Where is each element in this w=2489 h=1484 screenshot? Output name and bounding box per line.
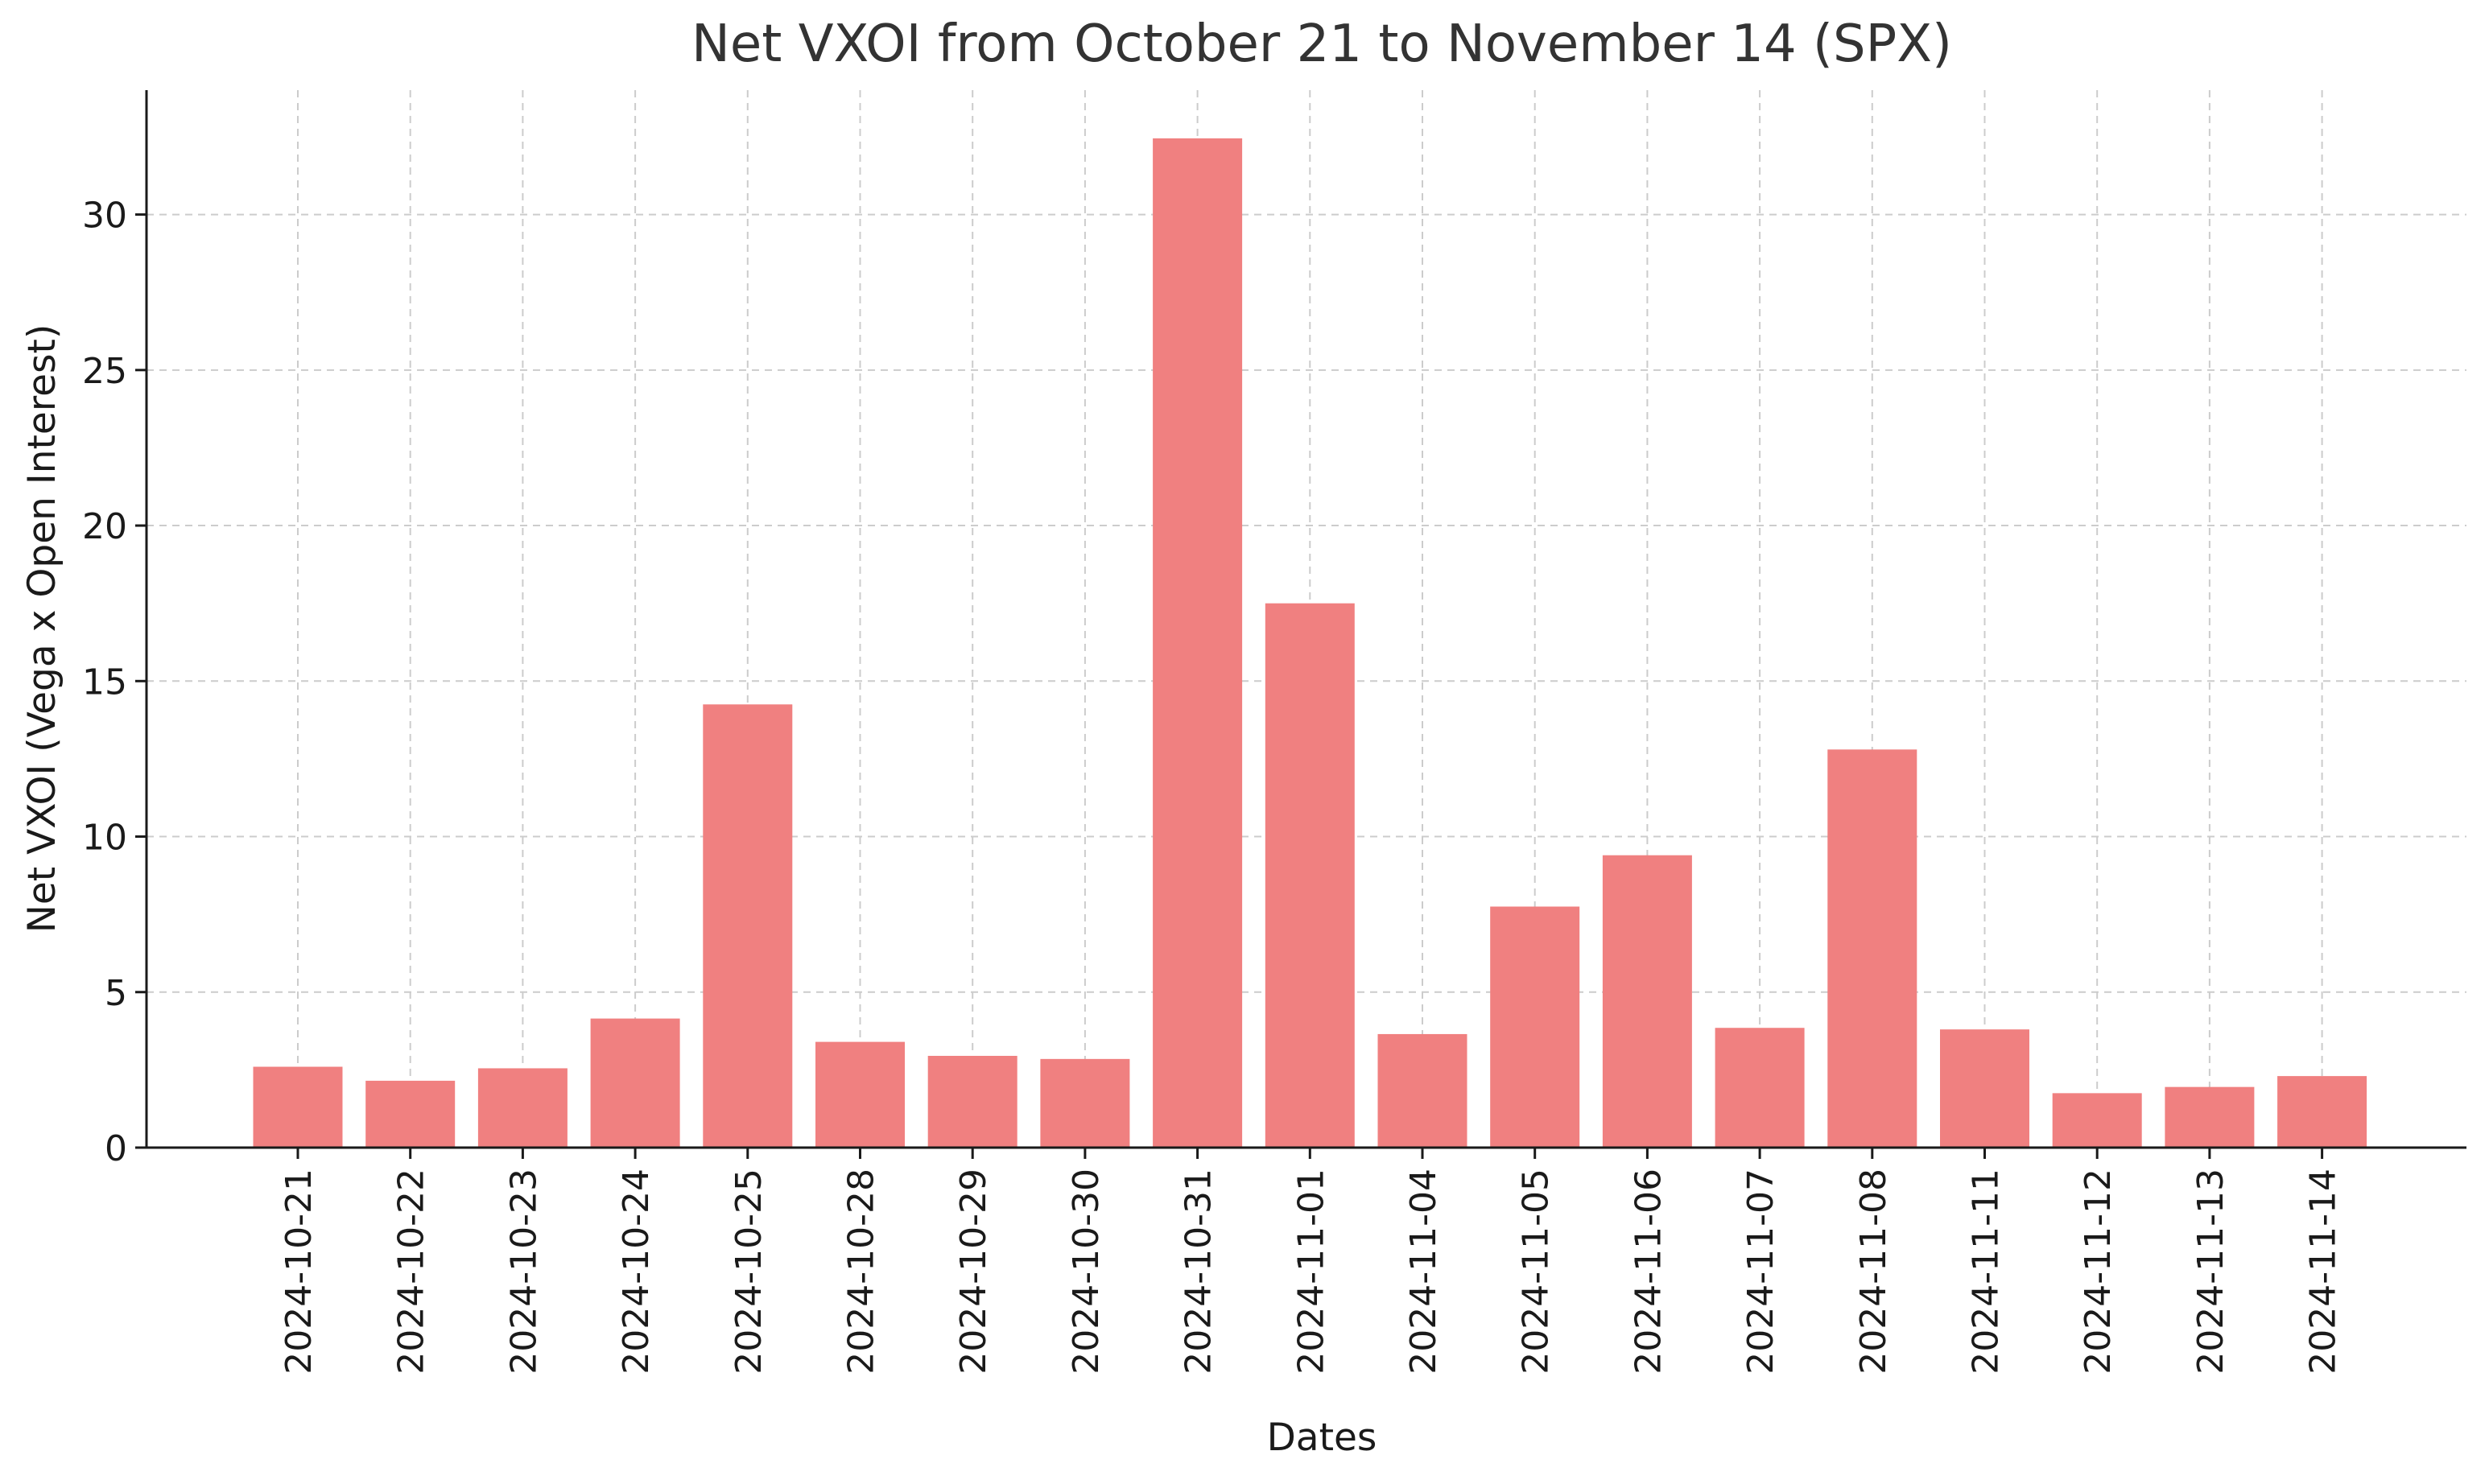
bar-2024-10-24 bbox=[590, 1018, 680, 1148]
x-tick-label: 2024-10-29 bbox=[953, 1169, 994, 1375]
bar-2024-10-29 bbox=[927, 1055, 1017, 1148]
y-tick-label: 5 bbox=[105, 973, 127, 1014]
bar-2024-11-12 bbox=[2052, 1093, 2142, 1148]
bar-2024-10-28 bbox=[815, 1041, 905, 1148]
x-tick-label: 2024-10-30 bbox=[1066, 1169, 1107, 1375]
bar-2024-11-06 bbox=[1602, 855, 1692, 1148]
bar-2024-10-22 bbox=[365, 1080, 456, 1148]
y-tick-label: 30 bbox=[82, 196, 127, 237]
bar-2024-11-07 bbox=[1715, 1028, 1805, 1148]
y-tick-label: 10 bbox=[82, 818, 127, 859]
x-tick-label: 2024-11-07 bbox=[1740, 1169, 1781, 1375]
bar-2024-11-11 bbox=[1940, 1029, 2029, 1148]
x-tick-label: 2024-11-13 bbox=[2190, 1169, 2231, 1375]
bar-2024-10-31 bbox=[1153, 138, 1243, 1148]
y-axis-ticks: 0 5 10 15 20 25 30 bbox=[82, 196, 147, 1169]
bar-2024-10-30 bbox=[1040, 1058, 1130, 1148]
x-axis-label: Dates bbox=[1267, 1416, 1377, 1460]
y-tick-label: 20 bbox=[82, 506, 127, 547]
bar-2024-10-21 bbox=[253, 1066, 343, 1148]
x-axis-ticks: 2024-10-21 2024-10-22 2024-10-23 2024-10-24… bbox=[279, 1148, 2344, 1375]
x-tick-label: 2024-11-01 bbox=[1290, 1169, 1331, 1375]
x-tick-label: 2024-10-25 bbox=[729, 1169, 770, 1375]
x-tick-label: 2024-10-24 bbox=[616, 1169, 657, 1375]
x-tick-label: 2024-11-11 bbox=[1966, 1169, 2007, 1375]
y-tick-label: 15 bbox=[82, 662, 127, 703]
x-tick-label: 2024-11-04 bbox=[1403, 1169, 1444, 1375]
x-tick-label: 2024-10-21 bbox=[279, 1169, 320, 1375]
x-tick-label: 2024-10-28 bbox=[841, 1169, 882, 1375]
bar-2024-11-04 bbox=[1377, 1033, 1467, 1148]
y-axis-label: Net VXOI (Vega x Open Interest) bbox=[20, 324, 64, 934]
bar-2024-10-23 bbox=[477, 1068, 568, 1148]
y-tick-label: 0 bbox=[105, 1128, 127, 1169]
x-tick-label: 2024-11-05 bbox=[1516, 1169, 1557, 1375]
x-tick-label: 2024-10-23 bbox=[503, 1169, 544, 1375]
x-tick-label: 2024-11-08 bbox=[1853, 1169, 1894, 1375]
bar-2024-11-05 bbox=[1490, 906, 1580, 1148]
x-tick-label: 2024-11-12 bbox=[2078, 1169, 2119, 1375]
bar-2024-10-25 bbox=[703, 704, 793, 1148]
x-tick-label: 2024-11-14 bbox=[2303, 1169, 2344, 1375]
bar-2024-11-01 bbox=[1265, 603, 1355, 1148]
x-tick-label: 2024-11-06 bbox=[1628, 1169, 1669, 1375]
bar-2024-11-13 bbox=[2165, 1086, 2255, 1148]
bar-2024-11-14 bbox=[2277, 1076, 2367, 1148]
bar-2024-11-08 bbox=[1827, 749, 1917, 1148]
x-tick-label: 2024-10-31 bbox=[1178, 1169, 1220, 1375]
y-tick-label: 25 bbox=[82, 351, 127, 392]
bars bbox=[253, 138, 2367, 1148]
x-tick-label: 2024-10-22 bbox=[391, 1169, 432, 1375]
chart-title: Net VXOI from October 21 to November 14 … bbox=[691, 14, 1952, 74]
